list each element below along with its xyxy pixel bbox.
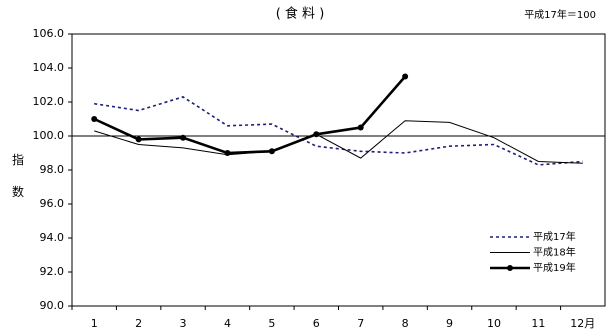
x-tick-label: 4 bbox=[224, 317, 231, 330]
legend-label: 平成17年 bbox=[533, 230, 576, 243]
x-tick-label: 1 bbox=[91, 317, 98, 330]
x-tick-label: 11 bbox=[531, 317, 545, 330]
y-tick-label: 100.0 bbox=[33, 129, 65, 142]
y-axis-label: 指数 bbox=[12, 152, 24, 199]
point bbox=[402, 73, 409, 80]
y-tick-label: 94.0 bbox=[40, 231, 65, 244]
point bbox=[268, 148, 275, 155]
point bbox=[180, 134, 187, 141]
series-line bbox=[93, 75, 407, 155]
y-tick-label: 92.0 bbox=[40, 265, 65, 278]
x-tick-label: 10 bbox=[487, 317, 501, 330]
x-tick-label: 5 bbox=[268, 317, 275, 330]
y-tick-label: 96.0 bbox=[40, 197, 65, 210]
x-tick-label: 3 bbox=[180, 317, 187, 330]
x-tick-label: 2 bbox=[135, 317, 142, 330]
x-tick-label: 6 bbox=[313, 317, 320, 330]
point bbox=[91, 116, 98, 122]
legend-marker bbox=[507, 265, 513, 271]
series-line bbox=[94, 96, 583, 166]
base-note: 平成17年＝100 bbox=[524, 8, 596, 21]
legend-label: 平成18年 bbox=[533, 246, 576, 259]
x-tick-label: 9 bbox=[446, 317, 453, 330]
y-tick-label: 98.0 bbox=[40, 163, 65, 176]
x-tick-label: 12月 bbox=[570, 317, 595, 330]
point bbox=[224, 150, 231, 156]
y-tick-label: 104.0 bbox=[33, 61, 65, 74]
legend-label: 平成19年 bbox=[533, 261, 576, 274]
y-tick-label: 106.0 bbox=[33, 27, 65, 40]
series-line bbox=[94, 120, 583, 164]
point bbox=[357, 124, 364, 131]
y-tick-label: 90.0 bbox=[40, 299, 65, 312]
y-tick-label: 102.0 bbox=[33, 95, 65, 108]
x-tick-label: 7 bbox=[357, 317, 364, 330]
x-tick-label: 8 bbox=[402, 317, 409, 330]
chart-title: ( 食 料 ) bbox=[276, 6, 325, 22]
plot-frame bbox=[71, 33, 606, 307]
point bbox=[135, 136, 142, 143]
point bbox=[313, 131, 320, 138]
